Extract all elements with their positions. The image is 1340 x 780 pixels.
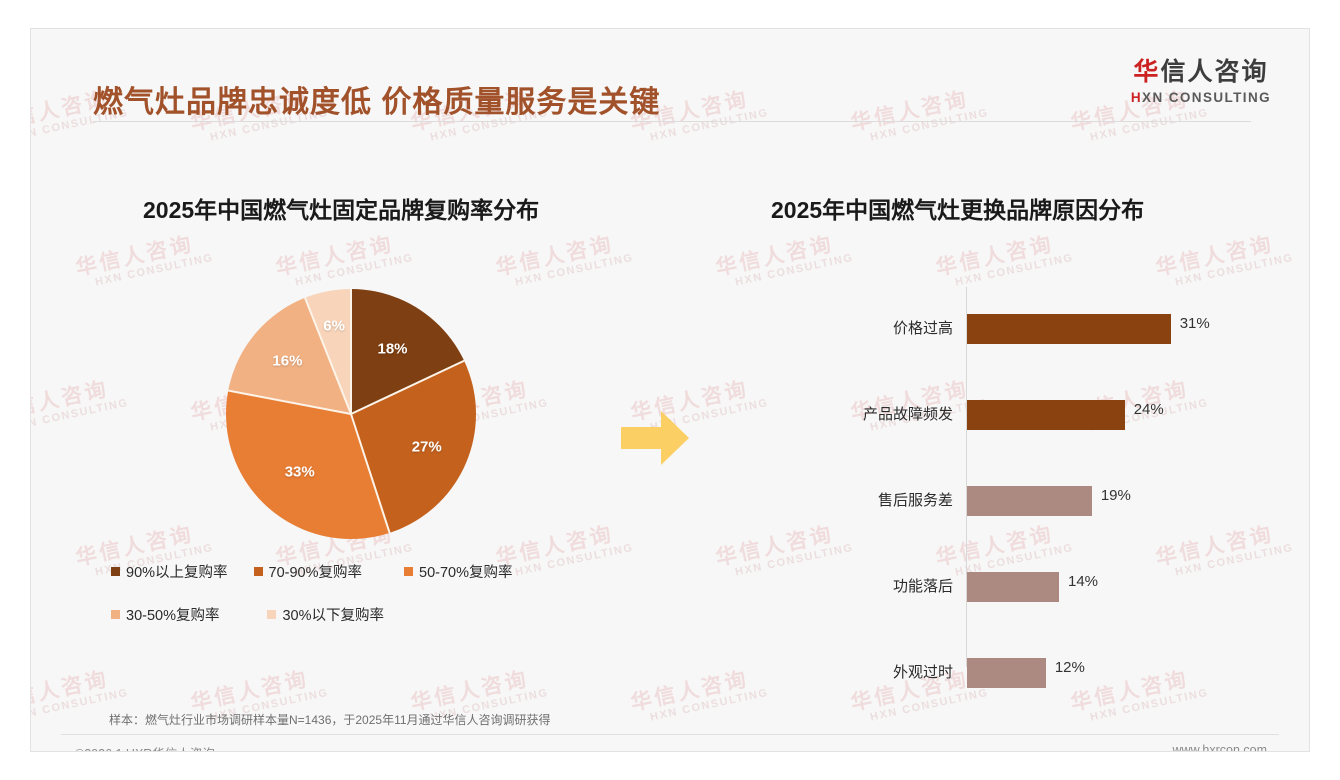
pie-slice-label: 33% [284, 463, 315, 481]
legend-row: 90%以上复购率 70-90%复购率 50-70%复购率 [111, 561, 611, 582]
legend-item[interactable]: 70-90%复购率 [253, 561, 363, 582]
logo-cn-rest: 信人咨询 [1160, 58, 1269, 86]
bar-category-label: 外观过时 [892, 664, 953, 681]
bar-track [967, 572, 1059, 602]
pie-legend: 90%以上复购率 70-90%复购率 50-70%复购率 30-50%复购率 30%以下… [111, 561, 611, 647]
bar-value-label: 19% [1100, 487, 1131, 504]
bar-category-label: 产品故障频发 [862, 406, 953, 423]
pie-slice-separator [350, 289, 352, 414]
bar-track [967, 486, 1092, 516]
page-title: 燃气灶品牌忠诚度低 价格质量服务是关键 [93, 86, 661, 119]
legend-label: 30%以下复购率 [282, 608, 385, 624]
bar-chart-panel: 2025年中国燃气灶更换品牌原因分布 价格过高 31% 产品故障频发 24% 售后服务差… [731, 169, 1256, 688]
bar-fill[interactable] [967, 400, 1125, 430]
legend-label: 30-50%复购率 [126, 608, 220, 624]
legend-item[interactable]: 90%以上复购率 [111, 561, 228, 582]
logo-english-text: HXN CONSULTING [1131, 90, 1271, 105]
title-divider [93, 121, 1251, 122]
legend-swatch [111, 567, 120, 576]
legend-swatch [253, 567, 263, 576]
bar-chart-row: 售后服务差 19% [741, 481, 1256, 521]
bar-chart-axis [966, 287, 967, 667]
legend-item[interactable]: 50-70%复购率 [404, 561, 513, 582]
bar-value-label: 12% [1054, 659, 1085, 676]
bar-fill[interactable] [967, 314, 1171, 344]
pie-slice-label: 16% [272, 352, 303, 370]
bar-track [967, 314, 1171, 344]
pie-chart: 18% 27% 33% 16% 6% [226, 289, 476, 539]
pie-chart-title: 2025年中国燃气灶固定品牌复购率分布 [143, 197, 540, 223]
bar-fill[interactable] [967, 572, 1059, 602]
logo-chinese-text: 华信人咨询 [1131, 58, 1271, 87]
right-arrow-icon [619, 407, 691, 469]
pie-slice-label: 6% [323, 317, 345, 335]
legend-label: 90%以上复购率 [126, 565, 228, 581]
bar-value-label: 31% [1179, 315, 1210, 332]
legend-swatch [267, 610, 277, 619]
bar-fill[interactable] [967, 658, 1046, 688]
bar-value-label: 14% [1068, 573, 1099, 590]
bar-category-label: 价格过高 [892, 320, 953, 337]
bar-chart: 价格过高 31% 产品故障频发 24% 售后服务差 19% 功能落后 14% 外观过时 12% [741, 287, 1256, 688]
legend-row: 30-50%复购率 30%以下复购率 [111, 604, 611, 625]
footer-copyright: ©2026.1 HXR华信人咨询 [75, 743, 215, 751]
legend-swatch [404, 567, 414, 576]
slide-header: 燃气灶品牌忠诚度低 价格质量服务是关键 [31, 29, 1309, 122]
pie-slice-label: 18% [377, 340, 408, 358]
footer-website[interactable]: www.hxrcon.com [1172, 743, 1267, 752]
bar-chart-row: 价格过高 31% [741, 309, 1256, 349]
logo-en-highlight: H [1130, 89, 1143, 105]
bar-chart-title: 2025年中国燃气灶更换品牌原因分布 [771, 197, 1145, 223]
logo-en-rest: XN CONSULTING [1142, 89, 1271, 105]
legend-item[interactable]: 30%以下复购率 [267, 604, 384, 625]
legend-item[interactable]: 30-50%复购率 [111, 604, 219, 625]
pie-chart-panel: 2025年中国燃气灶固定品牌复购率分布 18% 27% 33% 16% 6% 90%以上… [91, 169, 611, 669]
footer-divider [61, 734, 1279, 735]
company-logo: 华信人咨询 HXN CONSULTING [1131, 58, 1271, 105]
bar-category-label: 功能落后 [892, 578, 953, 595]
logo-cn-highlight: 华 [1133, 58, 1161, 86]
bar-track [967, 658, 1046, 688]
bar-value-label: 24% [1133, 401, 1164, 418]
bar-chart-row: 功能落后 14% [741, 567, 1256, 607]
pie-slice-label: 27% [411, 438, 442, 456]
slide-canvas: 华信人咨询 HXN CONSULTING 华信人咨询 HXN CONSULTING 华信… [30, 28, 1310, 752]
sample-note: 样本：燃气灶行业市场调研样本量N=1436，于2025年11月通过华信人咨询调研… [109, 713, 551, 727]
legend-swatch [111, 610, 120, 619]
bar-chart-row: 外观过时 12% [741, 653, 1256, 693]
bar-track [967, 400, 1125, 430]
legend-label: 70-90%复购率 [268, 565, 363, 581]
legend-label: 50-70%复购率 [419, 565, 513, 581]
bar-category-label: 售后服务差 [877, 492, 953, 509]
bar-fill[interactable] [967, 486, 1092, 516]
bar-chart-row: 产品故障频发 24% [741, 395, 1256, 435]
